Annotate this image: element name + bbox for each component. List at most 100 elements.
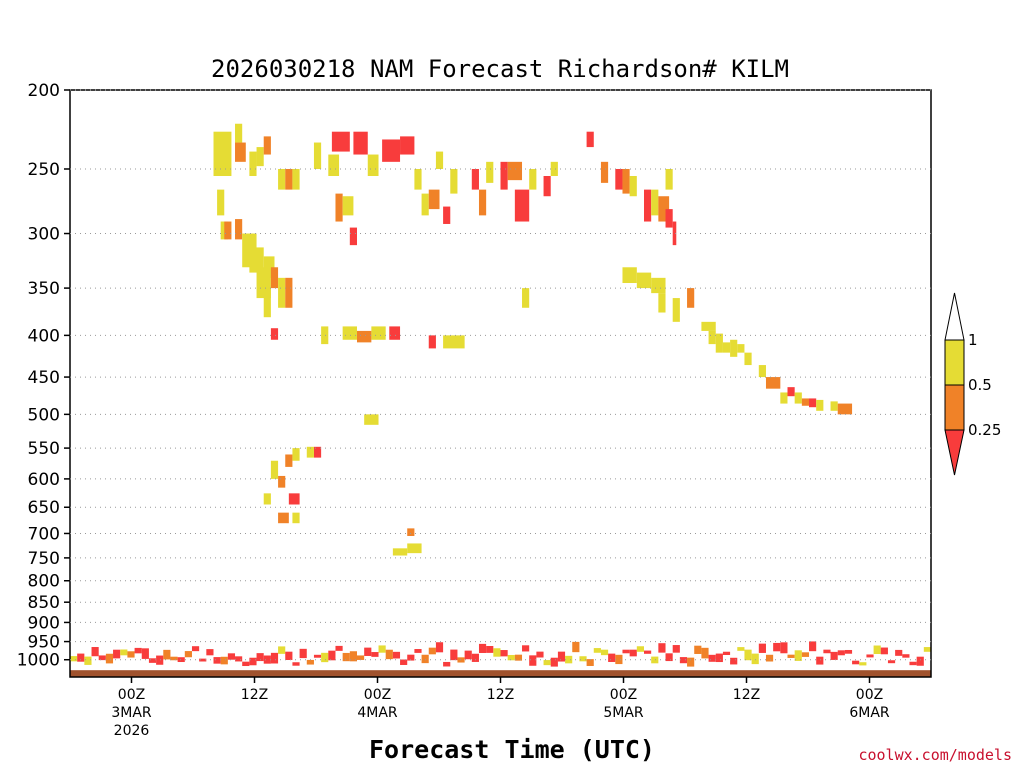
- y-tick-label: 750: [28, 549, 60, 569]
- boundary-layer-cell: [536, 651, 544, 658]
- x-axis-ticks: 00Z 3MAR 2026 12Z 00Z 4MAR 12Z 00Z 5MAR 12Z 00Z 6MA…: [111, 677, 890, 739]
- boundary-layer-cell: [156, 655, 164, 665]
- boundary-layer-cell: [263, 655, 271, 664]
- boundary-layer-cell: [586, 659, 594, 666]
- boundary-layer-cell: [644, 650, 652, 654]
- y-tick-label: 950: [28, 633, 60, 653]
- heat-cell: [801, 398, 810, 406]
- heat-cell: [292, 512, 300, 524]
- boundary-layer-cell: [105, 653, 114, 664]
- heat-cell: [765, 377, 781, 389]
- heat-cell: [249, 151, 257, 177]
- heat-cell: [651, 189, 659, 216]
- boundary-layer-cell: [328, 650, 336, 661]
- boundary-layer-cell: [852, 660, 860, 665]
- heat-cell: [421, 193, 429, 216]
- boundary-layer-cell: [801, 652, 810, 657]
- boundary-layer-cell: [191, 646, 200, 652]
- heat-cell: [522, 288, 530, 308]
- boundary-layer-cell: [665, 653, 673, 662]
- y-tick-label: 600: [28, 470, 60, 490]
- x-tick-label: 5MAR: [603, 705, 644, 721]
- heat-cell: [780, 392, 788, 404]
- boundary-layer-cell: [529, 655, 537, 666]
- boundary-layer-cell: [127, 651, 135, 658]
- boundary-layer-cell: [170, 656, 178, 661]
- heat-cell: [665, 168, 673, 190]
- heat-cell: [708, 330, 716, 345]
- heat-cell: [342, 196, 354, 216]
- heat-cell: [837, 403, 853, 415]
- heat-cell: [270, 328, 279, 340]
- boundary-layer-cell: [629, 649, 637, 657]
- boundary-layer-cell: [507, 654, 515, 661]
- boundary-layer-cell: [773, 642, 781, 652]
- boundary-layer-cell: [500, 650, 508, 657]
- boundary-layer-cell: [407, 654, 415, 661]
- legend-bottom-arrow: [944, 429, 965, 476]
- heat-cell: [288, 493, 300, 505]
- heat-cell: [263, 288, 271, 318]
- heat-cell: [428, 335, 436, 349]
- heat-cell: [816, 399, 824, 411]
- boundary-layer-cell: [593, 648, 601, 653]
- boundary-layer-cell: [902, 654, 910, 658]
- heat-cell: [407, 543, 422, 554]
- heat-cell: [278, 168, 286, 190]
- x-tick-label: 00Z: [610, 687, 637, 703]
- heat-cell: [672, 298, 680, 322]
- boundary-layer-cell: [457, 657, 465, 663]
- heat-cell: [514, 189, 530, 222]
- boundary-layer-cell: [206, 649, 214, 656]
- boundary-layer-cell: [572, 641, 580, 653]
- boundary-layer-cell: [148, 658, 157, 663]
- boundary-layer-cell: [694, 645, 702, 654]
- heat-cell: [651, 277, 666, 294]
- heat-cell: [292, 168, 300, 190]
- boundary-layer-cell: [77, 653, 85, 662]
- heat-cell: [644, 189, 652, 222]
- heat-cell: [313, 142, 322, 169]
- boundary-layer-cell: [880, 647, 888, 655]
- heat-cell: [249, 247, 264, 273]
- heat-cell: [543, 176, 551, 197]
- heat-cell: [809, 398, 817, 408]
- boundary-layer-cell: [715, 653, 723, 663]
- boundary-layer-cell: [758, 643, 766, 653]
- heat-cell: [486, 161, 494, 183]
- boundary-layer-cell: [550, 657, 558, 667]
- boundary-layer-cell: [163, 649, 171, 660]
- boundary-layer-cell: [844, 649, 853, 654]
- heat-cell: [382, 139, 401, 162]
- heat-cell: [263, 136, 271, 155]
- boundary-layer-cell: [213, 657, 221, 664]
- x-tick-label: 12Z: [487, 687, 514, 703]
- y-tick-label: 450: [28, 368, 60, 388]
- heat-cell: [435, 151, 444, 169]
- boundary-layer-cell: [737, 647, 745, 651]
- boundary-layer-cell: [335, 645, 343, 651]
- x-tick-label: 00Z: [118, 687, 145, 703]
- y-axis-ticks: 200 250 300 350 400 450 500 550 600 650 700 750 8008…: [17, 81, 70, 671]
- legend-swatch-yellow: [944, 339, 965, 386]
- heat-cell: [600, 161, 609, 183]
- boundary-layer-cell: [400, 659, 408, 665]
- boundary-layer-cell: [91, 647, 99, 657]
- heat-cell: [658, 293, 666, 313]
- boundary-layer-cell: [306, 659, 314, 665]
- boundary-layer-cell: [199, 658, 207, 662]
- y-tick-label: 1000: [17, 651, 60, 671]
- y-tick-label: 800: [28, 572, 60, 592]
- heat-cell: [400, 136, 415, 155]
- heat-cell: [357, 330, 372, 343]
- boundary-layer-cell: [543, 660, 551, 666]
- boundary-layer-cell: [909, 661, 917, 666]
- boundary-layer-cell: [837, 650, 845, 656]
- heat-cell: [285, 454, 293, 467]
- boundary-layer-cell: [923, 647, 931, 652]
- heat-cell: [389, 326, 401, 340]
- y-tick-label: 650: [28, 498, 60, 518]
- boundary-layer-cell: [514, 654, 523, 661]
- heat-cell: [701, 321, 716, 331]
- boundary-layer-cell: [608, 653, 616, 662]
